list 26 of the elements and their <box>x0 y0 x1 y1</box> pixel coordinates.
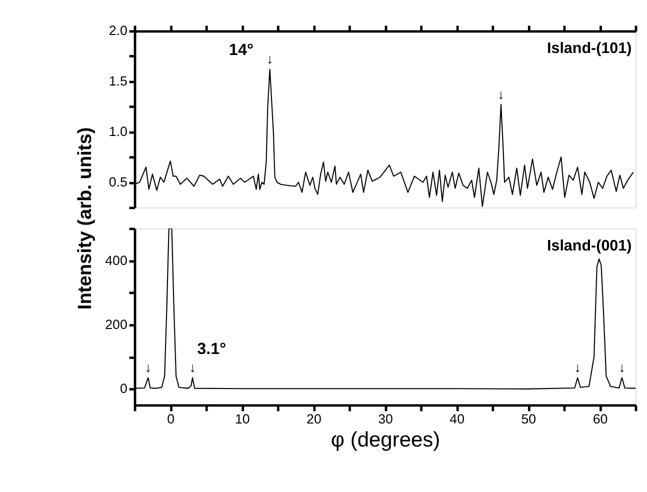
annotation: ↓ <box>144 360 152 375</box>
y-tick-label: 2.0 <box>108 23 128 38</box>
x-tick-label: 40 <box>450 412 465 427</box>
x-tick-label: 20 <box>306 412 322 427</box>
x-tick-label: 10 <box>234 412 250 427</box>
y-tick-label: 0 <box>120 381 128 396</box>
y-tick-label: 200 <box>105 317 128 332</box>
x-tick-label: 0 <box>167 412 175 427</box>
annotation: ↓ <box>498 86 504 102</box>
annotation: ↓ <box>574 360 581 375</box>
annotation: ↓ <box>266 52 274 67</box>
y-tick-label: 1.0 <box>108 124 128 140</box>
annotation: 3.1° <box>197 340 226 358</box>
y-axis-title: Intensity (arb. units) <box>75 127 96 310</box>
annotation: Island-(001) <box>546 237 632 254</box>
annotation: Island-(101) <box>546 40 632 57</box>
x-axis-title: φ (degrees) <box>330 428 440 452</box>
y-tick-label: 400 <box>105 252 128 268</box>
annotation: ↓ <box>618 360 626 375</box>
x-tick-label: 30 <box>378 412 393 427</box>
y-tick-label: 0.5 <box>108 174 128 190</box>
x-tick-label: 60 <box>592 412 608 427</box>
annotation: 14° <box>228 40 254 59</box>
annotation: ↓ <box>189 360 196 375</box>
x-tick-label: 50 <box>521 412 536 427</box>
y-tick-label: 1.5 <box>108 74 128 89</box>
